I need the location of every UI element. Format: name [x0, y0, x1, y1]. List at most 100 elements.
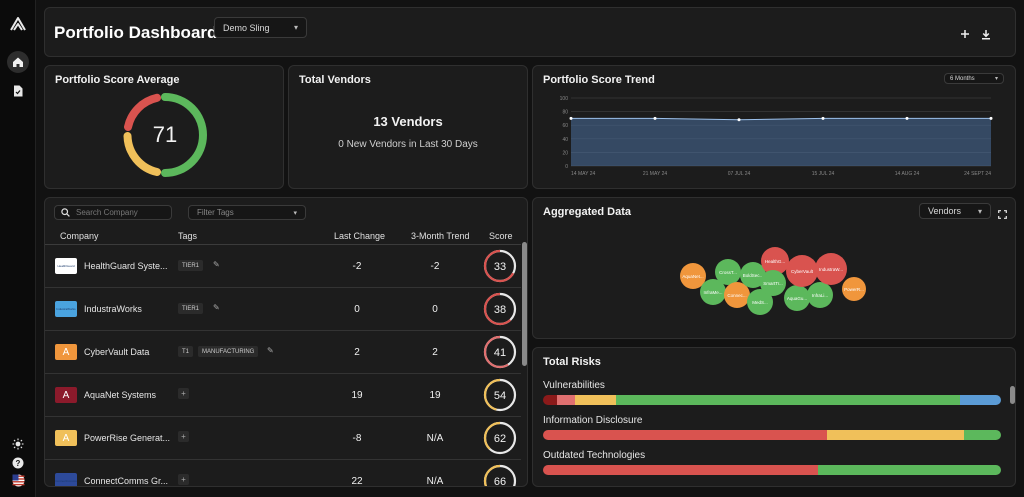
column-trend[interactable]: 3-Month Trend: [411, 231, 470, 241]
column-company[interactable]: Company: [60, 231, 99, 241]
edit-tags-icon[interactable]: ✎: [213, 303, 220, 312]
score-value: 66: [494, 476, 506, 487]
dashboard-header: Portfolio Dashboard Demo Sling ▾: [44, 7, 1016, 57]
search-icon: [61, 208, 70, 217]
table-row[interactable]: A CyberVault Data T1 MANUFACTURING ✎ 2 2 41: [45, 331, 521, 374]
last-change-value: -2: [352, 261, 362, 272]
company-name[interactable]: CyberVault Data: [84, 347, 150, 357]
vendor-bubble[interactable]: AquaGu...: [784, 285, 810, 311]
risk-segment[interactable]: [543, 430, 827, 440]
last-change-value: 22: [351, 476, 363, 487]
score-average-value: 71: [152, 122, 178, 147]
risk-segment[interactable]: [616, 395, 960, 405]
help-icon[interactable]: ?: [11, 456, 25, 470]
edit-tags-icon[interactable]: ✎: [213, 260, 220, 269]
trend-point[interactable]: [989, 116, 993, 120]
vendor-bubble[interactable]: CyberVault: [786, 255, 818, 287]
risk-bar[interactable]: [543, 430, 1001, 440]
trend-point[interactable]: [569, 116, 573, 120]
table-row[interactable]: A PowerRise Generat... + -8 N/A 62: [45, 417, 521, 460]
chevron-down-icon: ▾: [293, 23, 298, 32]
chevron-down-icon: ▾: [293, 209, 297, 217]
us-flag-icon[interactable]: [11, 473, 25, 487]
risk-segment[interactable]: [817, 465, 1001, 475]
table-row[interactable]: IndustraWorks IndustraWorks TIER1 ✎ 0 0 38: [45, 288, 521, 331]
vendor-bubble[interactable]: InfraLi...: [807, 282, 833, 308]
table-scrollbar[interactable]: [522, 242, 527, 366]
add-tag-icon[interactable]: +: [178, 388, 189, 399]
tag-chip[interactable]: TIER1: [178, 303, 204, 314]
company-name[interactable]: PowerRise Generat...: [84, 433, 171, 443]
tag-chip[interactable]: TIER1: [178, 260, 204, 271]
score-trend-chart: 100 80 60 40 20 014 MAY 24 21 MAY 24 07 JUL 24 1…: [560, 96, 993, 177]
aggregate-view-select[interactable]: Vendors ▾: [919, 203, 991, 219]
score-average-card: Portfolio Score Average 71: [44, 65, 284, 189]
vendor-bubble[interactable]: PowerR...: [842, 277, 866, 301]
vendor-bubble[interactable]: CrossT...: [715, 259, 741, 285]
table-row[interactable]: ConnectComms ConnectComms Gr... +22 N/A 66: [45, 460, 521, 487]
risk-bar[interactable]: [543, 395, 1001, 405]
home-icon[interactable]: [7, 51, 29, 73]
risk-segment[interactable]: [543, 395, 557, 405]
trend-area: [571, 118, 991, 166]
document-icon[interactable]: [7, 80, 29, 102]
new-vendors-text: 0 New Vendors in Last 30 Days: [338, 139, 478, 150]
x-tick-label: 21 MAY 24: [643, 171, 667, 177]
trend-point[interactable]: [905, 116, 909, 120]
trend-value: 2: [432, 347, 438, 358]
total-risks-card: Total Risks Vulnerabilities Information D…: [532, 347, 1016, 487]
column-score[interactable]: Score: [489, 231, 513, 241]
risk-segment[interactable]: [826, 430, 965, 440]
trend-value: N/A: [426, 476, 444, 487]
aggregated-data-card: Aggregated Data Vendors ▾ AquaNet... Infr…: [532, 197, 1016, 339]
risk-segment[interactable]: [575, 395, 617, 405]
company-name[interactable]: ConnectComms Gr...: [84, 476, 169, 486]
vendor-bubble[interactable]: SmartTr...: [760, 270, 786, 296]
filter-tags-placeholder: Filter Tags: [197, 208, 234, 217]
last-change-value: 0: [354, 304, 360, 315]
trend-point[interactable]: [737, 118, 741, 122]
add-tag-icon[interactable]: +: [178, 431, 189, 442]
sun-icon[interactable]: [11, 437, 25, 451]
y-tick-label: 0: [565, 164, 568, 170]
score-ring: 54: [483, 378, 517, 412]
risks-scrollbar[interactable]: [1010, 386, 1015, 404]
vendor-bubble[interactable]: IndustraW...: [815, 253, 847, 285]
plus-icon[interactable]: [958, 27, 972, 41]
score-value: 62: [494, 433, 506, 445]
column-last-change[interactable]: Last Change: [334, 231, 386, 241]
search-input[interactable]: Search Company: [54, 205, 172, 220]
company-name[interactable]: IndustraWorks: [84, 304, 142, 314]
risk-segment[interactable]: [543, 465, 818, 475]
add-tag-icon[interactable]: +: [178, 474, 189, 485]
risk-bar[interactable]: [543, 465, 1001, 475]
last-change-value: -8: [352, 433, 362, 444]
table-row[interactable]: A AquaNet Systems +19 19 54: [45, 374, 521, 417]
brand-logo-icon[interactable]: [9, 15, 27, 33]
risk-segment[interactable]: [959, 395, 1001, 405]
edit-tags-icon[interactable]: ✎: [267, 346, 274, 355]
table-row[interactable]: HealthGuard HealthGuard Syste... TIER1 ✎ -2 -…: [45, 245, 521, 288]
company-name[interactable]: HealthGuard Syste...: [84, 261, 168, 271]
score-ring: 41: [483, 335, 517, 369]
trend-line: [571, 117, 991, 121]
trend-point[interactable]: [821, 116, 825, 120]
range-select[interactable]: 6 Months ▾: [944, 73, 1004, 84]
column-tags[interactable]: Tags: [178, 231, 198, 241]
portfolio-select[interactable]: Demo Sling ▾: [214, 17, 307, 38]
portfolio-select-value: Demo Sling: [223, 22, 270, 33]
company-logo: ConnectComms: [55, 473, 77, 486]
risk-label: Information Disclosure: [543, 415, 643, 426]
aggregate-view-value: Vendors: [928, 206, 962, 216]
tag-chip[interactable]: MANUFACTURING: [198, 346, 259, 357]
trend-point[interactable]: [653, 116, 657, 120]
risk-segment[interactable]: [964, 430, 1001, 440]
tag-chip[interactable]: T1: [178, 346, 194, 357]
page-title: Portfolio Dashboard: [54, 23, 218, 42]
expand-icon[interactable]: [998, 206, 1007, 224]
risk-segment[interactable]: [556, 395, 576, 405]
download-icon[interactable]: [979, 27, 993, 41]
filter-tags-select[interactable]: Filter Tags ▾: [188, 205, 306, 220]
company-name[interactable]: AquaNet Systems: [84, 390, 157, 400]
total-risks-title: Total Risks: [543, 356, 601, 368]
